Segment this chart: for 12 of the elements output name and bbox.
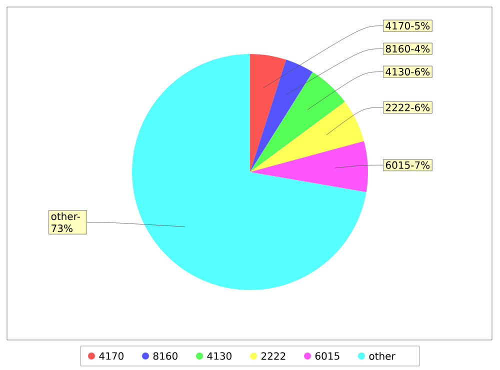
text: other-73%: [51, 212, 80, 232]
legend-label: 2222: [261, 352, 286, 360]
text: 2222-6%: [386, 104, 430, 112]
legend-label: other: [369, 352, 396, 360]
legend-label: 4130: [207, 352, 232, 360]
text: 6015-7%: [386, 161, 430, 169]
legend-label: 4170: [99, 352, 124, 360]
legend-label: 6015: [315, 352, 340, 360]
legend-label: 8160: [153, 352, 178, 360]
text: 4130-6%: [386, 68, 430, 76]
text: 4170-5%: [386, 22, 430, 30]
text: 8160-4%: [386, 45, 430, 53]
